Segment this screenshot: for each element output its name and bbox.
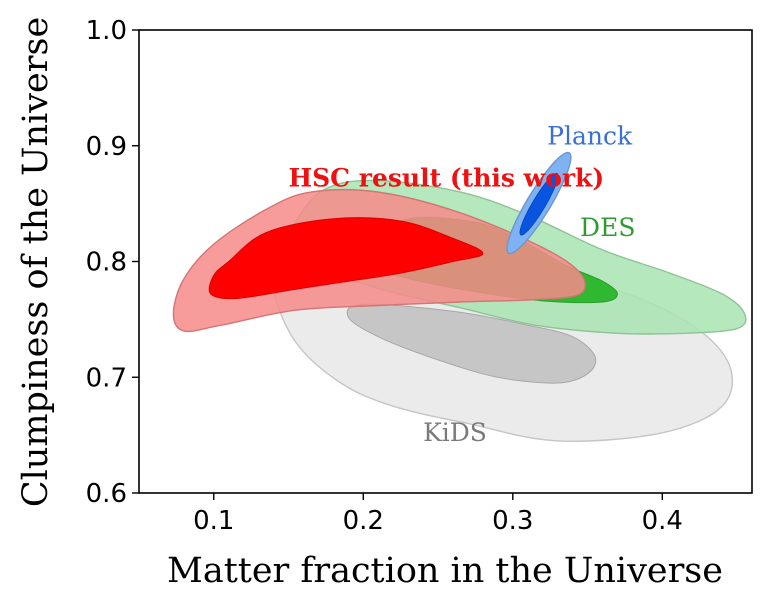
y-tick-label: 1.0 <box>86 16 127 46</box>
planck-inner-contour <box>519 172 559 236</box>
x-axis: 0.1 0.2 0.3 0.4 <box>193 493 683 536</box>
y-tick-label: 0.6 <box>86 479 127 509</box>
kids-inner-contour <box>346 303 597 384</box>
contour-layer <box>172 151 747 442</box>
planck-label: Planck <box>547 122 633 151</box>
hsc-result-this-work-inner-contour <box>208 217 484 300</box>
y-tick-label: 0.7 <box>86 363 127 393</box>
kids-label: KiDS <box>423 418 487 447</box>
contour-labels: KiDS DES HSC result (this work) Planck <box>289 122 636 447</box>
x-tick-label: 0.4 <box>642 506 683 536</box>
hsc-result-this-work-label: HSC result (this work) <box>289 163 605 192</box>
x-tick-label: 0.1 <box>193 506 234 536</box>
y-tick-label: 0.9 <box>86 132 127 162</box>
y-axis-title: Clumpiness of the Universe <box>16 17 56 507</box>
x-axis-title: Matter fraction in the Universe <box>167 551 723 591</box>
y-axis: 0.6 0.7 0.8 0.9 1.0 <box>86 16 139 509</box>
y-tick-label: 0.8 <box>86 248 127 278</box>
des-label: DES <box>580 213 635 242</box>
x-tick-label: 0.3 <box>492 506 533 536</box>
x-tick-label: 0.2 <box>343 506 384 536</box>
